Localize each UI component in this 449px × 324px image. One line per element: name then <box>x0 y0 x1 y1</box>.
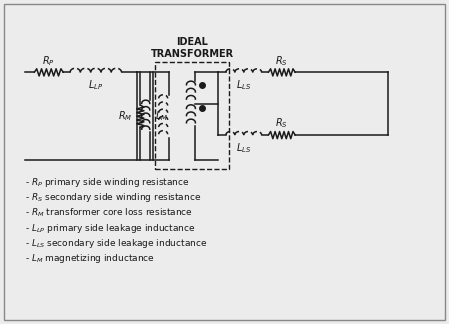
Text: $R_P$: $R_P$ <box>42 54 55 68</box>
Text: - $L_{LS}$ secondary side leakage inductance: - $L_{LS}$ secondary side leakage induct… <box>25 237 207 249</box>
Text: - $L_{LP}$ primary side leakage inductance: - $L_{LP}$ primary side leakage inductan… <box>25 222 196 235</box>
Text: $L_{LS}$: $L_{LS}$ <box>236 78 251 92</box>
Bar <box>155 62 229 169</box>
Text: $L_{LP}$: $L_{LP}$ <box>88 78 103 92</box>
Text: - $R_M$ transformer core loss resistance: - $R_M$ transformer core loss resistance <box>25 206 194 219</box>
Text: $R_S$: $R_S$ <box>275 117 288 131</box>
Text: $L_M$: $L_M$ <box>155 110 168 123</box>
Text: - $R_S$ secondary side winding resistance: - $R_S$ secondary side winding resistanc… <box>25 191 202 204</box>
Text: - $R_P$ primary side winding resistance: - $R_P$ primary side winding resistance <box>25 176 190 189</box>
Text: IDEAL
TRANSFORMER: IDEAL TRANSFORMER <box>150 37 233 59</box>
Text: $L_{LS}$: $L_{LS}$ <box>236 141 251 155</box>
Text: - $L_M$ magnetizing inductance: - $L_M$ magnetizing inductance <box>25 252 155 265</box>
Text: $R_M$: $R_M$ <box>118 110 132 123</box>
Text: $R_S$: $R_S$ <box>275 54 288 68</box>
